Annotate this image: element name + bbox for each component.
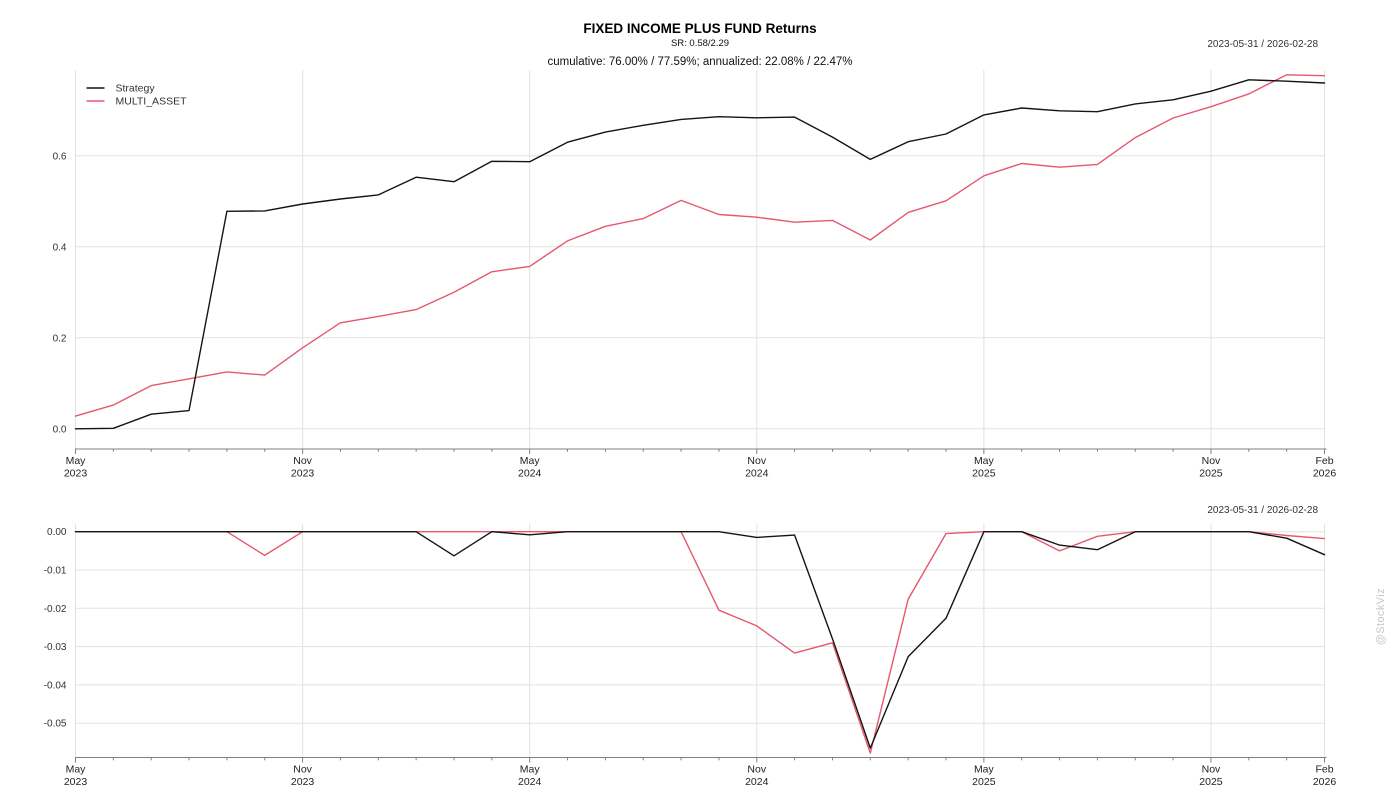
x-tick-year: 2025 xyxy=(972,776,996,788)
series-line-Strategy xyxy=(74,79,1326,430)
x-tick-year: 2024 xyxy=(518,468,542,480)
x-tick-month: Nov xyxy=(1202,764,1221,776)
y-tick-label: 0.4 xyxy=(53,242,67,253)
x-tick-month: May xyxy=(520,764,541,776)
x-tick-month: Nov xyxy=(747,764,766,776)
x-tick-month: Nov xyxy=(747,455,766,467)
series-line-MULTI_ASSET xyxy=(74,531,1326,754)
x-tick-month: May xyxy=(66,764,87,776)
chart-cumulative-returns: 0.00.20.40.6May2023Nov2023May2024Nov2024… xyxy=(53,70,1337,480)
stats-line: cumulative: 76.00% / 77.59%; annualized:… xyxy=(547,56,853,68)
sharpe-ratio-subtitle: SR: 0.58/2.29 xyxy=(670,38,730,49)
x-tick-year: 2025 xyxy=(972,468,996,480)
series-line-Strategy xyxy=(74,531,1326,749)
legend-label: Strategy xyxy=(116,83,156,95)
date-range-bottom: 2023-05-31 / 2026-02-28 xyxy=(1207,505,1318,516)
x-tick-month: May xyxy=(974,455,995,467)
legend-label: MULTI_ASSET xyxy=(116,96,188,108)
x-tick-year: 2023 xyxy=(64,468,88,480)
y-tick-label: -0.05 xyxy=(44,719,67,730)
x-tick-month: Nov xyxy=(1202,455,1221,467)
x-tick-year: 2024 xyxy=(745,776,769,788)
x-tick-year: 2023 xyxy=(291,468,315,480)
y-tick-label: -0.03 xyxy=(44,642,67,653)
x-tick-month: Feb xyxy=(1315,455,1333,467)
page-title: FIXED INCOME PLUS FUND Returns xyxy=(583,21,817,36)
y-tick-label: 0.00 xyxy=(47,527,67,538)
x-tick-year: 2023 xyxy=(291,776,315,788)
x-tick-year: 2026 xyxy=(1313,468,1337,480)
x-tick-month: May xyxy=(66,455,87,467)
x-tick-year: 2026 xyxy=(1313,776,1337,788)
x-tick-year: 2023 xyxy=(64,776,88,788)
x-tick-year: 2025 xyxy=(1199,468,1223,480)
y-tick-label: -0.04 xyxy=(44,680,67,691)
y-tick-label: 0.2 xyxy=(53,333,67,344)
y-tick-label: 0.6 xyxy=(53,151,67,162)
y-tick-label: -0.01 xyxy=(44,566,67,577)
x-tick-year: 2025 xyxy=(1199,776,1223,788)
x-tick-month: Feb xyxy=(1315,764,1333,776)
x-tick-month: May xyxy=(974,764,995,776)
y-tick-label: -0.02 xyxy=(44,604,67,615)
chart-drawdown: 0.00-0.01-0.02-0.03-0.04-0.05May2023Nov2… xyxy=(44,524,1337,788)
y-tick-label: 0.0 xyxy=(53,424,67,435)
x-tick-month: Nov xyxy=(293,455,312,467)
date-range-top: 2023-05-31 / 2026-02-28 xyxy=(1207,39,1318,50)
x-tick-month: May xyxy=(520,455,541,467)
x-tick-year: 2024 xyxy=(518,776,542,788)
series-line-MULTI_ASSET xyxy=(74,74,1326,417)
x-tick-month: Nov xyxy=(293,764,312,776)
x-tick-year: 2024 xyxy=(745,468,769,480)
